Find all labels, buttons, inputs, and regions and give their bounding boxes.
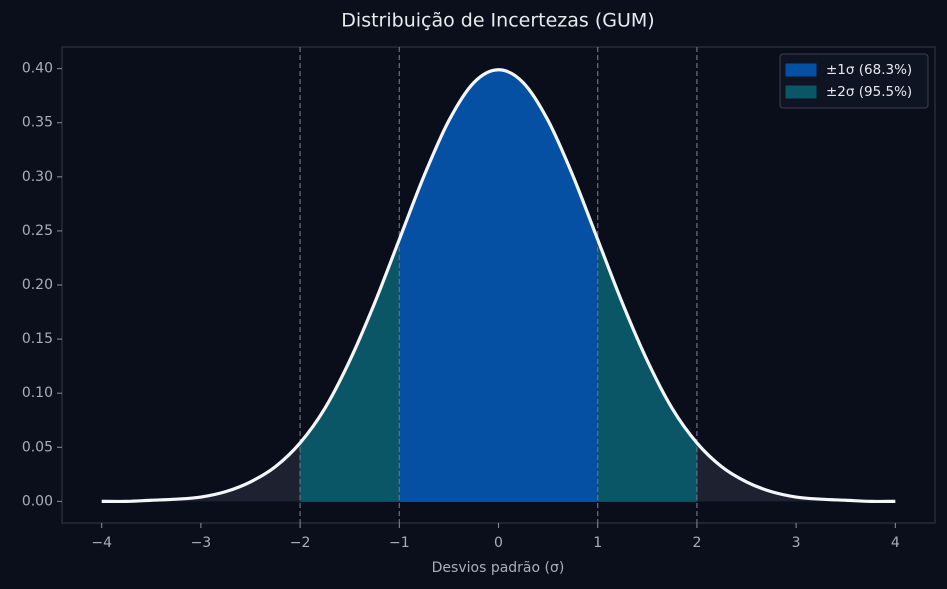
legend-label: ±2σ (95.5%)	[826, 84, 912, 100]
legend-label: ±1σ (68.3%)	[826, 62, 912, 78]
x-tick-label: 1	[593, 535, 602, 551]
curve	[101, 68, 896, 504]
x-tick-label: 2	[692, 535, 701, 551]
y-tick-label: 0.20	[22, 277, 53, 293]
y-tick-label: 0.35	[22, 115, 53, 131]
y-tick-label: 0.10	[22, 385, 53, 401]
x-tick-label: −1	[389, 535, 410, 551]
y-tick-label: 0.25	[22, 223, 53, 239]
legend-swatch	[785, 85, 817, 99]
chart-title: Distribuição de Incertezas (GUM)	[341, 10, 654, 32]
x-axis-label: Desvios padrão (σ)	[432, 560, 565, 576]
x-tick-label: −4	[91, 535, 112, 551]
legend-box	[779, 53, 929, 109]
x-tick-label: −2	[290, 535, 311, 551]
y-tick-label: 0.15	[22, 331, 53, 347]
x-tick-label: 4	[891, 535, 900, 551]
legend-swatch	[785, 63, 817, 77]
x-tick-label: 0	[494, 535, 503, 551]
y-tick-label: 0.05	[22, 439, 53, 455]
y-tick-label: 0.40	[22, 61, 53, 77]
y-tick-label: 0.00	[22, 493, 53, 509]
x-tick-label: −3	[191, 535, 212, 551]
x-tick-label: 3	[792, 535, 801, 551]
y-tick-label: 0.30	[22, 169, 53, 185]
